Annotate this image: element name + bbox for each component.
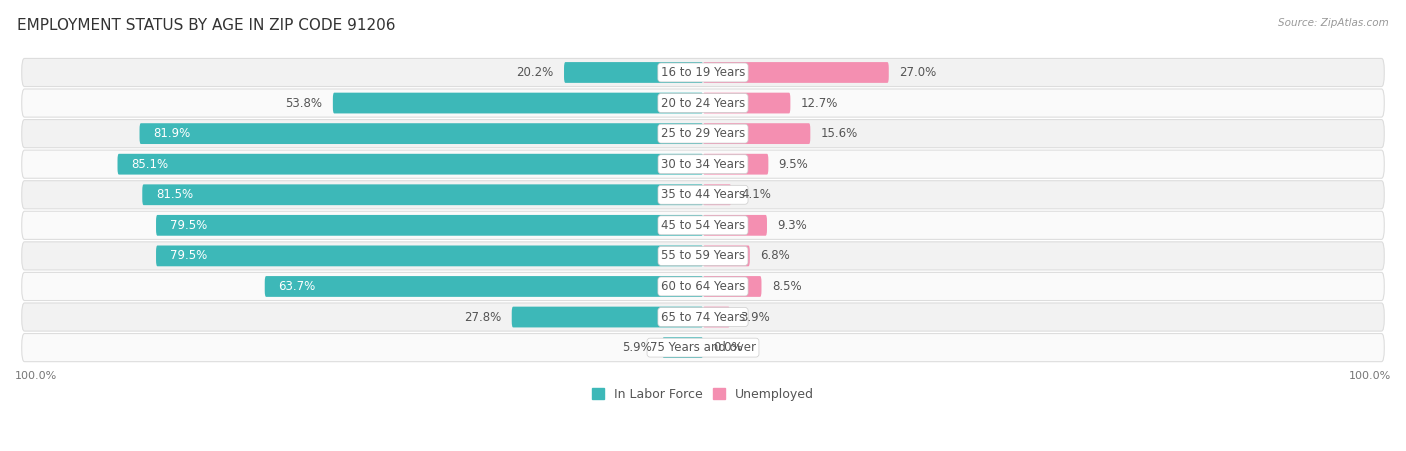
Text: 35 to 44 Years: 35 to 44 Years bbox=[661, 188, 745, 201]
FancyBboxPatch shape bbox=[703, 276, 762, 297]
FancyBboxPatch shape bbox=[703, 215, 768, 236]
Text: 63.7%: 63.7% bbox=[278, 280, 316, 293]
FancyBboxPatch shape bbox=[21, 89, 1385, 117]
FancyBboxPatch shape bbox=[139, 123, 703, 144]
Text: 9.3%: 9.3% bbox=[778, 219, 807, 232]
FancyBboxPatch shape bbox=[21, 150, 1385, 178]
Text: 9.5%: 9.5% bbox=[779, 158, 808, 170]
FancyBboxPatch shape bbox=[21, 211, 1385, 239]
FancyBboxPatch shape bbox=[333, 92, 703, 114]
FancyBboxPatch shape bbox=[21, 303, 1385, 331]
FancyBboxPatch shape bbox=[703, 123, 810, 144]
Text: 6.8%: 6.8% bbox=[761, 249, 790, 262]
FancyBboxPatch shape bbox=[703, 154, 768, 175]
FancyBboxPatch shape bbox=[662, 337, 703, 358]
FancyBboxPatch shape bbox=[703, 92, 790, 114]
Text: 5.9%: 5.9% bbox=[623, 341, 652, 354]
Text: 20 to 24 Years: 20 to 24 Years bbox=[661, 97, 745, 110]
Text: 85.1%: 85.1% bbox=[131, 158, 169, 170]
Text: 75 Years and over: 75 Years and over bbox=[650, 341, 756, 354]
Text: 15.6%: 15.6% bbox=[821, 127, 858, 140]
Text: 60 to 64 Years: 60 to 64 Years bbox=[661, 280, 745, 293]
Text: 65 to 74 Years: 65 to 74 Years bbox=[661, 311, 745, 323]
Text: 100.0%: 100.0% bbox=[15, 371, 58, 381]
Text: 0.0%: 0.0% bbox=[713, 341, 742, 354]
FancyBboxPatch shape bbox=[21, 242, 1385, 270]
FancyBboxPatch shape bbox=[703, 184, 731, 205]
Text: 81.9%: 81.9% bbox=[153, 127, 191, 140]
FancyBboxPatch shape bbox=[264, 276, 703, 297]
Legend: In Labor Force, Unemployed: In Labor Force, Unemployed bbox=[592, 388, 814, 401]
FancyBboxPatch shape bbox=[703, 307, 730, 327]
Text: 79.5%: 79.5% bbox=[170, 219, 207, 232]
Text: 25 to 29 Years: 25 to 29 Years bbox=[661, 127, 745, 140]
FancyBboxPatch shape bbox=[118, 154, 703, 175]
FancyBboxPatch shape bbox=[21, 181, 1385, 209]
FancyBboxPatch shape bbox=[512, 307, 703, 327]
Text: 45 to 54 Years: 45 to 54 Years bbox=[661, 219, 745, 232]
FancyBboxPatch shape bbox=[703, 62, 889, 83]
Text: 8.5%: 8.5% bbox=[772, 280, 801, 293]
FancyBboxPatch shape bbox=[703, 245, 749, 266]
FancyBboxPatch shape bbox=[156, 245, 703, 266]
Text: 100.0%: 100.0% bbox=[1348, 371, 1391, 381]
FancyBboxPatch shape bbox=[21, 272, 1385, 300]
Text: 30 to 34 Years: 30 to 34 Years bbox=[661, 158, 745, 170]
FancyBboxPatch shape bbox=[21, 59, 1385, 87]
Text: EMPLOYMENT STATUS BY AGE IN ZIP CODE 91206: EMPLOYMENT STATUS BY AGE IN ZIP CODE 912… bbox=[17, 18, 395, 33]
FancyBboxPatch shape bbox=[21, 120, 1385, 147]
Text: 81.5%: 81.5% bbox=[156, 188, 193, 201]
Text: 53.8%: 53.8% bbox=[285, 97, 322, 110]
Text: 20.2%: 20.2% bbox=[516, 66, 554, 79]
Text: 16 to 19 Years: 16 to 19 Years bbox=[661, 66, 745, 79]
Text: Source: ZipAtlas.com: Source: ZipAtlas.com bbox=[1278, 18, 1389, 28]
Text: 4.1%: 4.1% bbox=[741, 188, 772, 201]
FancyBboxPatch shape bbox=[564, 62, 703, 83]
FancyBboxPatch shape bbox=[21, 334, 1385, 362]
Text: 12.7%: 12.7% bbox=[800, 97, 838, 110]
FancyBboxPatch shape bbox=[156, 215, 703, 236]
Text: 55 to 59 Years: 55 to 59 Years bbox=[661, 249, 745, 262]
FancyBboxPatch shape bbox=[142, 184, 703, 205]
Text: 79.5%: 79.5% bbox=[170, 249, 207, 262]
Text: 3.9%: 3.9% bbox=[740, 311, 770, 323]
Text: 27.0%: 27.0% bbox=[898, 66, 936, 79]
Text: 27.8%: 27.8% bbox=[464, 311, 502, 323]
